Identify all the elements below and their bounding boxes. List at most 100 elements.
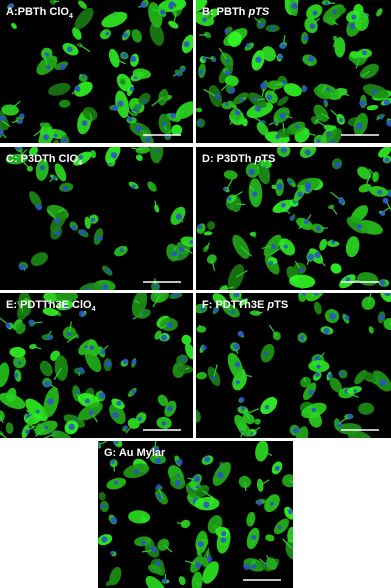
cell-process <box>257 98 265 101</box>
nucleus <box>195 562 202 569</box>
cell-process <box>303 377 307 383</box>
nucleus <box>54 218 61 224</box>
nucleus <box>214 93 220 100</box>
cell <box>333 35 339 43</box>
nucleus <box>89 345 95 351</box>
micrograph: B: PBTh pTS <box>196 0 391 143</box>
cell-process <box>213 364 218 377</box>
nucleus <box>309 23 316 30</box>
nucleus <box>153 284 158 289</box>
cell-process <box>211 258 216 271</box>
cell <box>84 350 102 373</box>
label-text: TS <box>261 153 276 165</box>
cell <box>260 397 278 415</box>
cell <box>206 254 217 264</box>
nucleus <box>291 2 298 10</box>
cell <box>347 430 373 438</box>
nucleus <box>380 210 386 217</box>
cell-process <box>198 324 202 330</box>
nucleus <box>239 397 245 403</box>
cell <box>313 301 322 315</box>
cell <box>209 496 215 505</box>
cell-process <box>320 112 330 119</box>
nucleus <box>277 525 282 530</box>
nucleus <box>334 162 341 168</box>
nucleus <box>8 3 15 9</box>
nucleus <box>44 380 51 388</box>
nucleus <box>264 404 270 410</box>
cell-image <box>196 0 391 143</box>
cell-process <box>26 409 35 420</box>
cell-process <box>226 178 234 190</box>
cell-process <box>175 109 187 117</box>
nucleus <box>68 423 75 430</box>
label-text: B: PBTh <box>202 6 249 18</box>
cell <box>319 238 327 251</box>
nucleus <box>0 115 6 122</box>
nucleus <box>63 304 69 310</box>
cell <box>15 322 26 335</box>
label-text: 4 <box>91 306 96 314</box>
cell <box>357 272 379 286</box>
nucleus <box>170 112 176 119</box>
cell-process <box>9 100 21 111</box>
nucleus <box>112 105 119 112</box>
nucleus <box>156 484 162 490</box>
cell <box>330 263 342 274</box>
cell-process <box>332 38 337 48</box>
nucleus <box>345 315 350 320</box>
cell <box>154 330 162 340</box>
nucleus <box>99 392 106 399</box>
nucleus <box>131 184 136 189</box>
cell-process <box>361 70 370 77</box>
cell-process <box>225 305 232 311</box>
nucleus <box>75 390 80 394</box>
cell-process <box>337 416 350 425</box>
nucleus <box>18 263 26 271</box>
cell-process <box>177 522 186 525</box>
nucleus <box>351 14 357 20</box>
cell <box>109 566 122 586</box>
nucleus <box>224 29 230 34</box>
cell-process <box>43 433 54 438</box>
nucleus <box>338 197 345 204</box>
cell-process <box>121 103 134 117</box>
cell <box>196 371 207 380</box>
cell <box>232 234 250 259</box>
nucleus <box>301 293 307 296</box>
nucleus <box>281 202 286 208</box>
nucleus <box>316 364 321 369</box>
cell <box>285 538 293 560</box>
cell <box>300 376 311 388</box>
nucleus <box>314 252 321 259</box>
cell <box>135 154 143 161</box>
cell <box>271 184 277 190</box>
nucleus <box>134 469 140 475</box>
cell <box>383 317 391 330</box>
cell-process <box>79 44 91 53</box>
nucleus <box>263 352 268 356</box>
cell-process <box>368 168 377 178</box>
cell-process <box>240 246 252 257</box>
cell-image <box>196 293 391 438</box>
nucleus <box>251 535 257 540</box>
nucleus <box>379 279 386 286</box>
cell-process <box>261 245 273 249</box>
cell-process <box>185 367 190 370</box>
cell <box>196 107 203 113</box>
cell <box>6 387 17 403</box>
cell-process <box>288 480 293 483</box>
label-text: 4 <box>68 13 73 21</box>
cell-process <box>69 321 72 334</box>
cell-process <box>53 367 62 381</box>
cell <box>328 204 335 210</box>
cell <box>0 362 10 387</box>
cell-process <box>142 549 153 553</box>
cell-process <box>131 110 137 114</box>
cell <box>54 163 67 182</box>
cell-process <box>235 269 248 278</box>
nucleus <box>77 366 84 373</box>
nucleus <box>47 398 54 405</box>
cell <box>345 236 360 258</box>
nucleus <box>384 157 390 163</box>
